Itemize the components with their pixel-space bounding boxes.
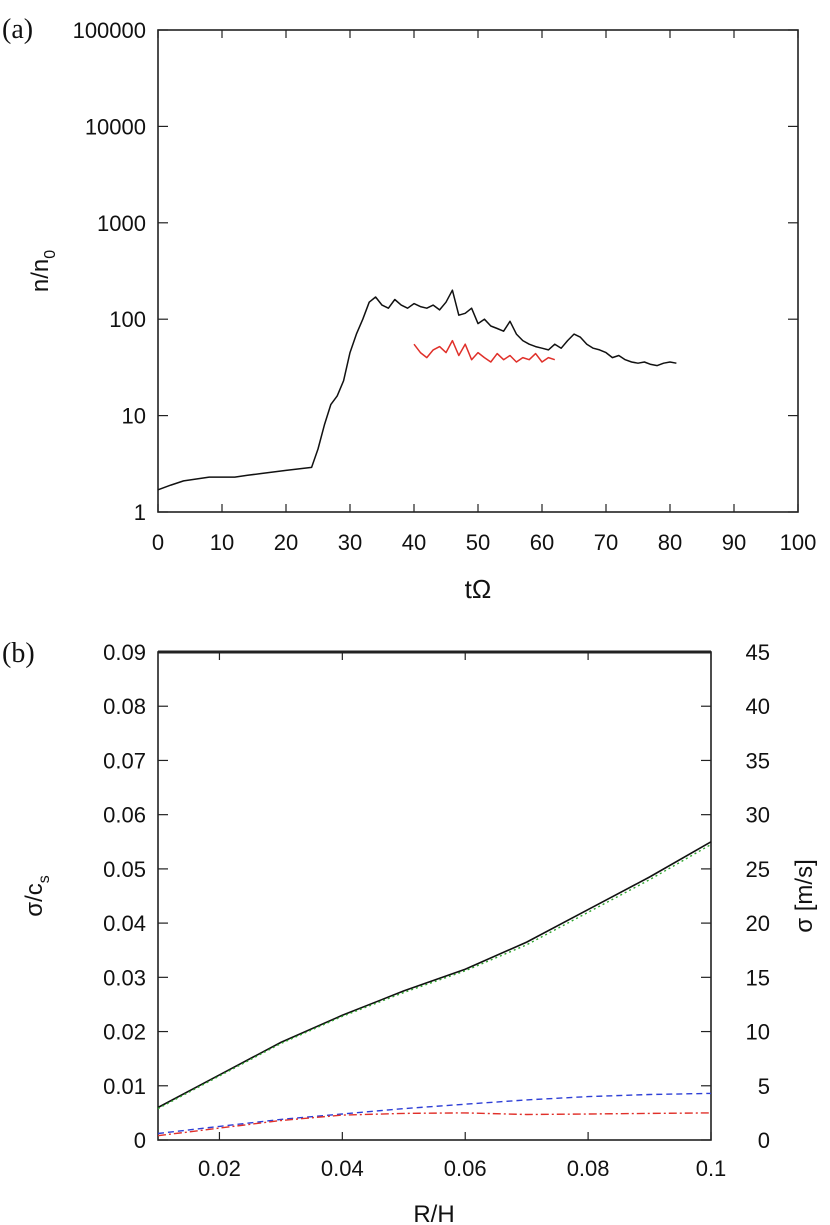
y-tick-label: 100: [109, 307, 146, 332]
panel-b-plot-frame: [157, 651, 712, 1141]
y-tick-label: 0.02: [103, 1020, 146, 1045]
y-tick-label: 1000: [97, 211, 146, 236]
x-tick-label: 0.02: [198, 1156, 241, 1181]
y-tick-label: 1: [134, 500, 146, 525]
series-line-2: [157, 1092, 712, 1135]
x-tick-label: 70: [594, 530, 618, 555]
x-tick-label: 90: [722, 530, 746, 555]
series-line-0: [157, 289, 677, 491]
panel-a-series: [157, 289, 677, 491]
y-tick-label: 0.08: [103, 694, 146, 719]
x-tick-label: 10: [210, 530, 234, 555]
series-line-3: [157, 1112, 712, 1137]
x-tick-label: 60: [530, 530, 554, 555]
panel-b-y-axis-label: σ/cs: [21, 875, 53, 916]
y-tick-label: 0.06: [103, 803, 146, 828]
x-tick-label: 0.04: [321, 1156, 364, 1181]
y2-tick-label: 20: [746, 911, 770, 936]
panel-a-label: (a): [2, 14, 33, 45]
y-tick-label: 0: [134, 1128, 146, 1153]
x-tick-label: 20: [274, 530, 298, 555]
y2-tick-label: 25: [746, 857, 770, 882]
series-line-0: [157, 841, 712, 1109]
y-tick-label: 0.04: [103, 911, 146, 936]
x-tick-label: 30: [338, 530, 362, 555]
panel-a-plot-frame: [157, 29, 799, 513]
panel-a-x-axis-label: tΩ: [465, 574, 492, 604]
panel-b-label: (b): [2, 638, 35, 669]
panel-b-axes: 0.02 0.04 0.06 0.08 0.1 0 0.01 0.02 0.03 0.04 0.05…: [103, 640, 770, 1181]
y-tick-label: 0.05: [103, 857, 146, 882]
y2-tick-label: 15: [746, 965, 770, 990]
x-tick-label: 0: [152, 530, 164, 555]
y2-tick-label: 45: [746, 640, 770, 665]
y-tick-label: 100000: [73, 18, 146, 43]
panel-b-x-axis-label: R/H: [413, 1201, 454, 1225]
y-tick-label: 0.07: [103, 748, 146, 773]
x-tick-label: 100: [780, 530, 817, 555]
x-tick-label: 0.06: [444, 1156, 487, 1181]
panel-a-y-axis-label: n/n0: [27, 250, 59, 292]
x-tick-label: 0.08: [567, 1156, 610, 1181]
panel-b-chart: (b) 0.02 0.04 0.06 0.08 0.1 0 0.01 0.02 0.03 0.04…: [2, 638, 818, 1225]
y-tick-label: 0.01: [103, 1074, 146, 1099]
y2-tick-label: 30: [746, 803, 770, 828]
y2-tick-label: 10: [746, 1020, 770, 1045]
panel-a-chart: (a) 0 10 20 30 40 50 60 70 80 90 10011010010001000…: [2, 14, 816, 604]
panel-b-y2-axis-label: σ [m/s]: [791, 859, 818, 932]
panel-a-axes: 0 10 20 30 40 50 60 70 80 90 100110100100010000100…: [73, 18, 817, 555]
x-tick-label: 80: [658, 530, 682, 555]
y2-tick-label: 35: [746, 748, 770, 773]
series-line-1: [413, 339, 556, 363]
y-tick-label: 0.09: [103, 640, 146, 665]
y-tick-label: 0.03: [103, 965, 146, 990]
x-tick-label: 0.1: [696, 1156, 727, 1181]
panel-b-series: [157, 841, 712, 1137]
y2-tick-label: 40: [746, 694, 770, 719]
y2-tick-label: 5: [758, 1074, 770, 1099]
y2-tick-label: 0: [758, 1128, 770, 1153]
x-tick-label: 40: [402, 530, 426, 555]
series-line-1: [157, 843, 712, 1110]
x-tick-label: 50: [466, 530, 490, 555]
y-tick-label: 10: [122, 404, 146, 429]
y-tick-label: 10000: [85, 114, 146, 139]
